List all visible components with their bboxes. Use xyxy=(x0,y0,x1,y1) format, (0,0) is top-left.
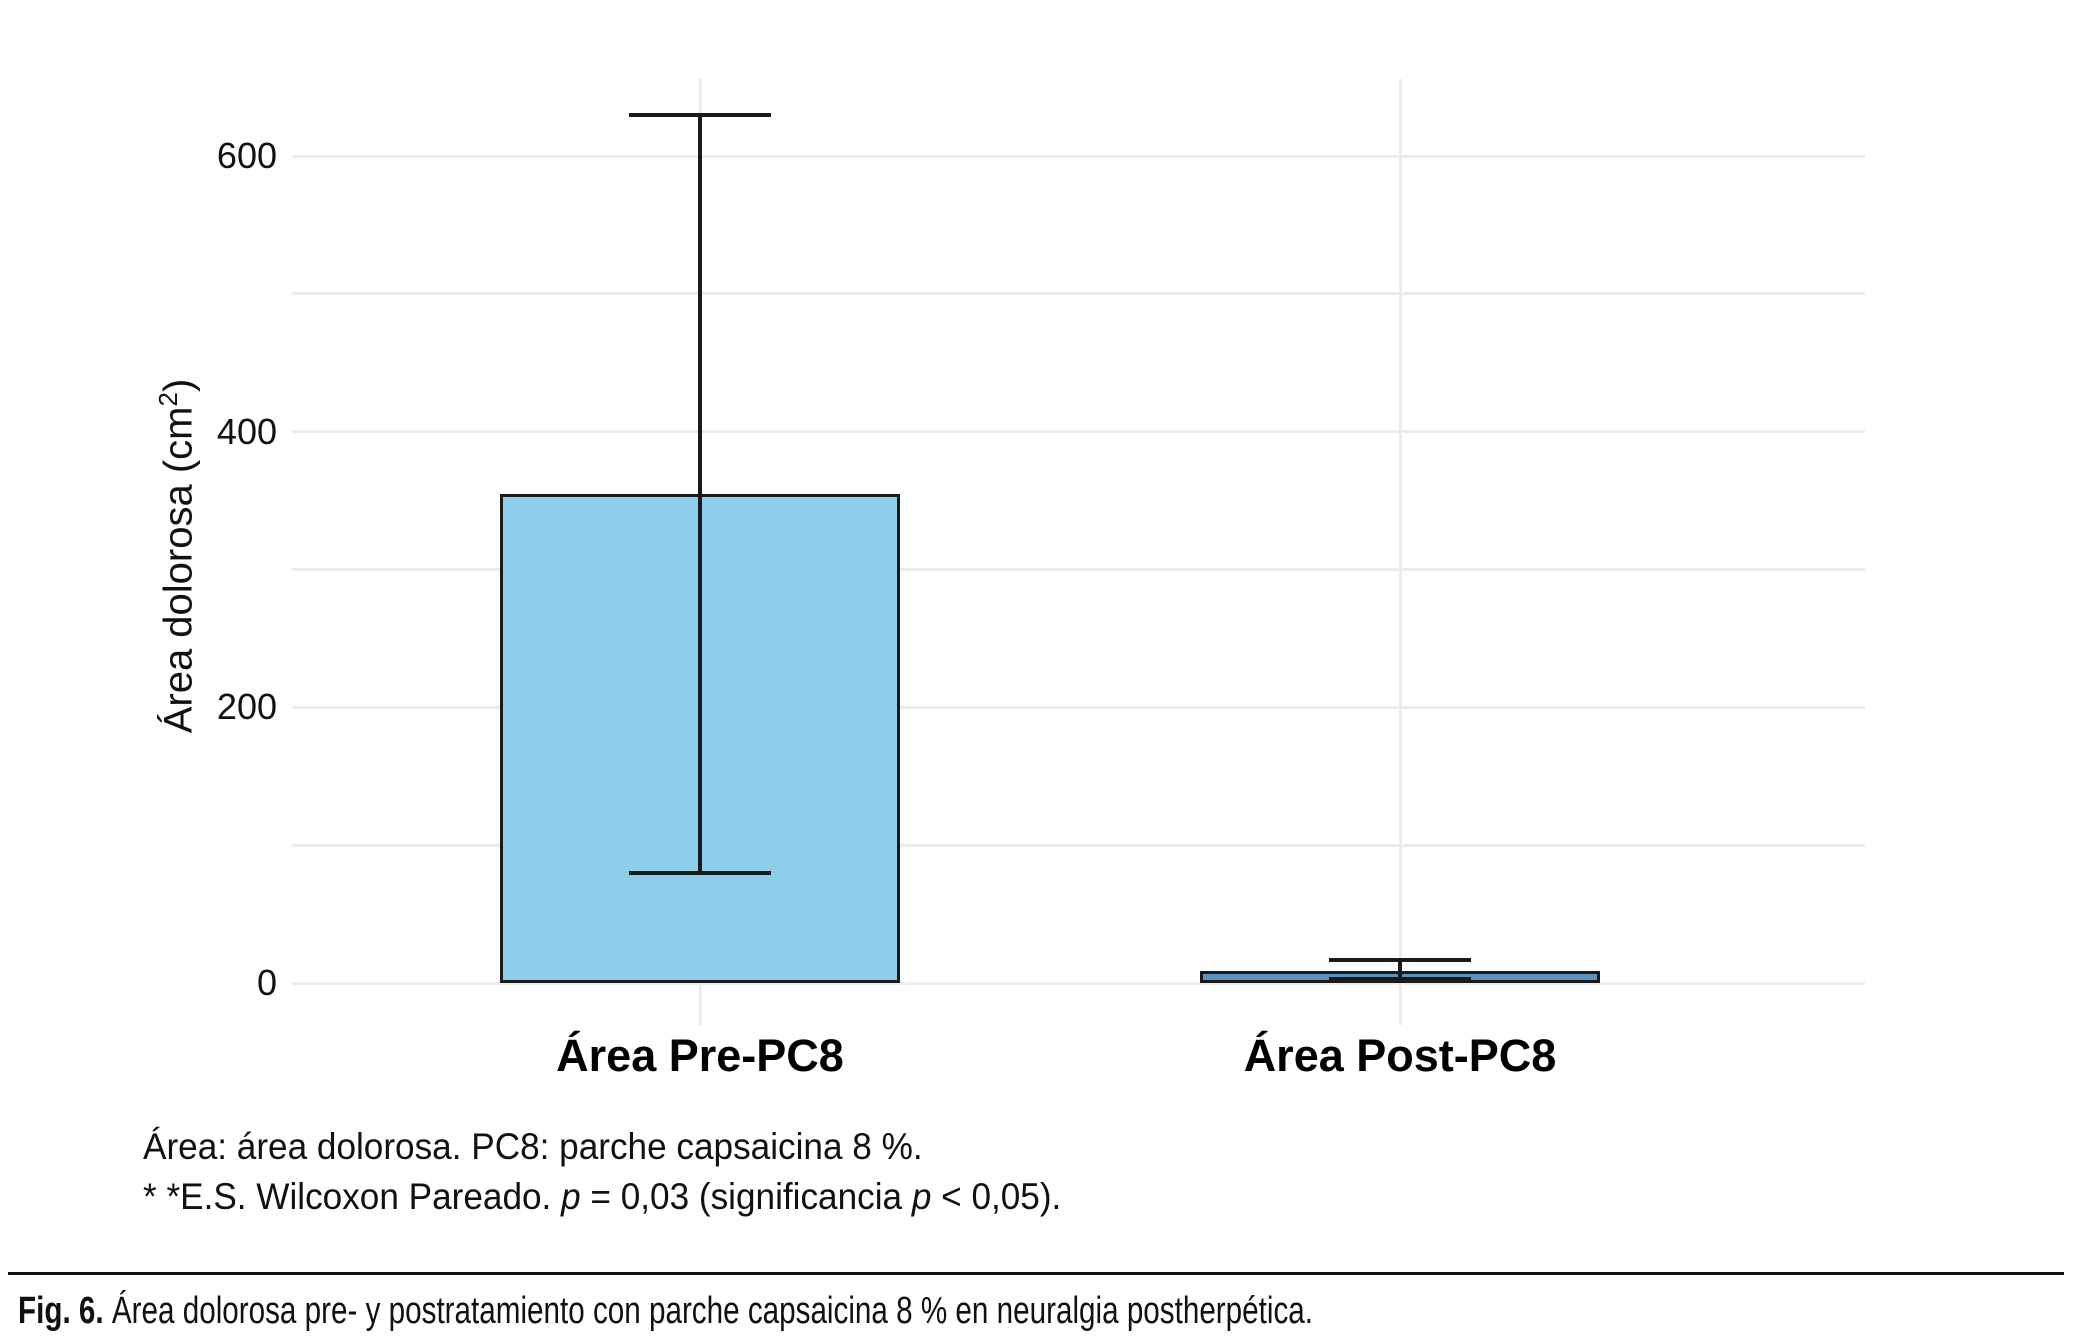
h-gridline xyxy=(292,981,1865,985)
y-tick-label: 400 xyxy=(216,410,277,452)
caption-divider-rule xyxy=(8,1272,2064,1275)
figure-caption-number: Fig. 6. xyxy=(18,1290,104,1332)
y-axis-title-text: Área dolorosa (cm xyxy=(156,406,201,734)
category-label: Área Post-PC8 xyxy=(1243,1030,1557,1081)
footnote-line-2: * *E.S. Wilcoxon Pareado. p = 0,03 (sign… xyxy=(143,1174,1061,1220)
y-axis-title-close: ) xyxy=(156,378,201,393)
footnote-stat-test: * *E.S. Wilcoxon Pareado. xyxy=(143,1176,562,1217)
v-gridline xyxy=(1398,79,1402,1025)
error-bar-cap-bottom xyxy=(629,870,771,875)
footnote-abbreviations: Área: área dolorosa. PC8: parche capsaic… xyxy=(143,1126,923,1167)
y-axis-title: Área dolorosa (cm2) xyxy=(142,256,200,856)
footnote-p-symbol-2: p xyxy=(911,1176,932,1217)
h-gridline xyxy=(292,843,1865,847)
h-gridline xyxy=(292,154,1865,158)
y-tick-label: 600 xyxy=(216,135,277,176)
y-tick-label: 200 xyxy=(216,686,277,728)
footnote-line-1: Área: área dolorosa. PC8: parche capsaic… xyxy=(143,1124,923,1170)
h-gridline xyxy=(292,430,1865,434)
y-axis-title-superscript: 2 xyxy=(153,392,183,407)
category-label: Área Pre-PC8 xyxy=(556,1030,844,1081)
h-gridline xyxy=(292,705,1865,709)
h-gridline xyxy=(292,568,1865,571)
error-bar-cap-top xyxy=(1329,957,1471,962)
figure-caption: Fig. 6. Área dolorosa pre- y postratamie… xyxy=(18,1288,1313,1334)
footnote-p-symbol: p xyxy=(561,1176,581,1217)
footnote-p-value: = 0,03 (significancia xyxy=(580,1176,912,1217)
footnote-significance: < 0,05). xyxy=(931,1176,1062,1217)
error-bar-cap-bottom xyxy=(1329,976,1471,981)
error-bar-stem xyxy=(1398,959,1402,979)
figure-caption-text: Área dolorosa pre- y postratamiento con … xyxy=(103,1290,1314,1332)
error-bar-stem xyxy=(698,114,702,873)
h-gridline xyxy=(292,292,1865,296)
y-tick-label: 0 xyxy=(256,962,277,1003)
error-bar-cap-top xyxy=(629,112,771,117)
